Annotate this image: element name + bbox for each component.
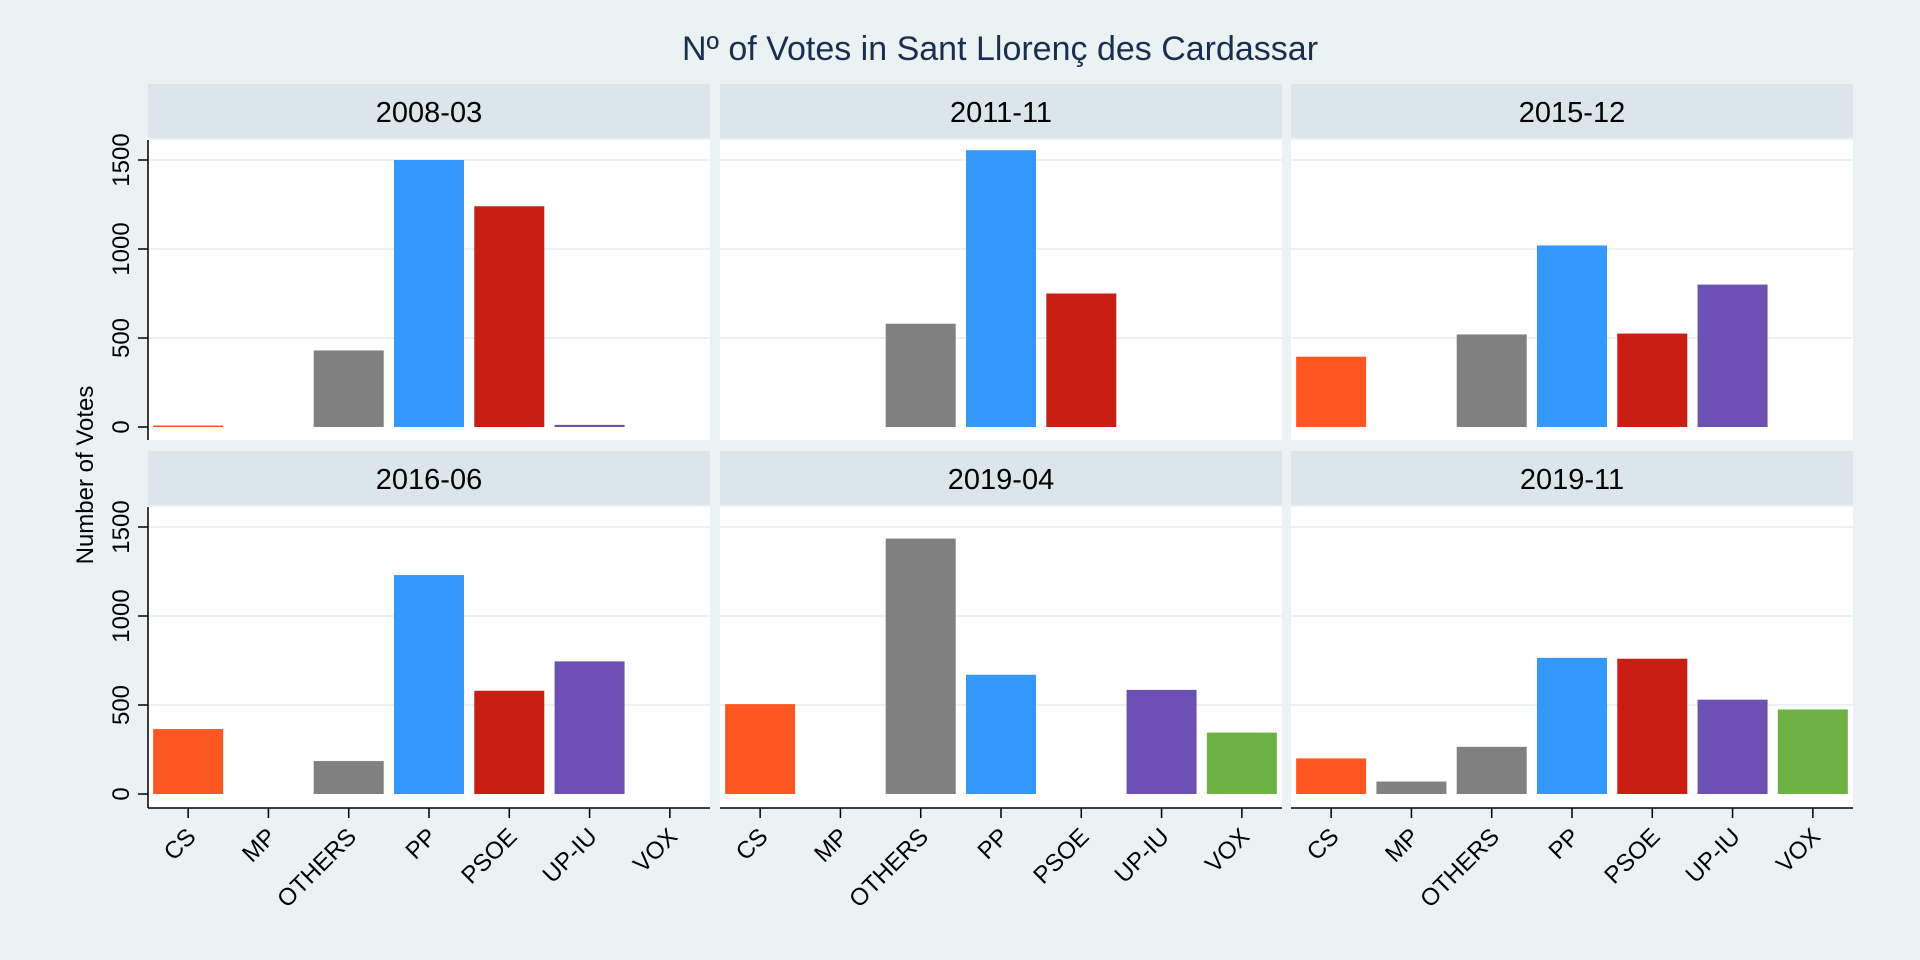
x-tick-label: PP bbox=[973, 823, 1015, 865]
bar-pp bbox=[1537, 657, 1607, 794]
y-tick-label: 500 bbox=[108, 685, 135, 725]
y-tick-label: 1500 bbox=[108, 133, 135, 186]
y-tick-label: 1000 bbox=[108, 589, 135, 642]
panel-2011-11: 2011-11 bbox=[720, 84, 1282, 440]
bar-psoe bbox=[1617, 658, 1688, 794]
y-tick-label: 500 bbox=[108, 318, 135, 358]
panel-strip bbox=[148, 84, 710, 138]
panel-2008-03: 2008-03 0 500 1000 1500 bbox=[108, 84, 710, 440]
bar-pp bbox=[966, 150, 1036, 427]
panel-2015-12: 2015-12 bbox=[1291, 84, 1853, 440]
x-tick-label: PSOE bbox=[456, 823, 522, 889]
x-tick-label: UP-IU bbox=[1110, 823, 1175, 888]
panel-strip bbox=[720, 451, 1282, 505]
x-tick-label: OTHERS bbox=[272, 823, 362, 913]
y-tick-label: 1500 bbox=[108, 500, 135, 553]
panel-strip bbox=[720, 84, 1282, 138]
x-tick-label: MP bbox=[237, 823, 282, 868]
panel-title: 2008-03 bbox=[376, 97, 482, 129]
bar-pp bbox=[966, 674, 1036, 794]
x-tick-label: OTHERS bbox=[1415, 823, 1505, 913]
x-tick-label: CS bbox=[1302, 823, 1345, 866]
bar-cs bbox=[1296, 758, 1367, 794]
panel-title: 2015-12 bbox=[1519, 97, 1625, 129]
panel-strip bbox=[1291, 451, 1853, 505]
bar-psoe bbox=[1046, 293, 1117, 427]
x-tick-label: CS bbox=[159, 823, 202, 866]
panel-title: 2019-11 bbox=[1520, 464, 1624, 496]
bar-others bbox=[313, 761, 384, 794]
bar-psoe bbox=[474, 206, 545, 427]
x-tick-label: OTHERS bbox=[844, 823, 934, 913]
bar-cs bbox=[153, 729, 224, 794]
bar-others bbox=[313, 350, 384, 427]
bar-others bbox=[885, 538, 956, 794]
bar-up-iu bbox=[554, 424, 625, 427]
bar-pp bbox=[394, 575, 464, 794]
panel-strip bbox=[1291, 84, 1853, 138]
x-tick-label: MP bbox=[809, 823, 854, 868]
x-tick-label: PSOE bbox=[1028, 823, 1094, 889]
bar-cs bbox=[725, 704, 796, 794]
bar-psoe bbox=[474, 690, 545, 794]
x-tick-label: PSOE bbox=[1599, 823, 1665, 889]
bar-mp bbox=[1376, 781, 1447, 794]
panel-strip bbox=[148, 451, 710, 505]
bar-vox bbox=[1777, 709, 1848, 794]
bar-others bbox=[1456, 334, 1527, 427]
x-tick-label: VOX bbox=[1771, 823, 1826, 878]
bar-up-iu bbox=[554, 661, 625, 794]
bar-cs bbox=[153, 425, 224, 427]
x-tick-label: VOX bbox=[628, 823, 683, 878]
bar-up-iu bbox=[1697, 284, 1768, 427]
x-tick-label: MP bbox=[1380, 823, 1425, 868]
bar-pp bbox=[394, 160, 464, 427]
bar-others bbox=[1456, 746, 1527, 794]
x-tick-label: PP bbox=[1544, 823, 1586, 865]
bar-up-iu bbox=[1126, 689, 1197, 794]
facet-panels: 2008-03 0 500 1000 1500 2011-11 2015-12 2016-06… bbox=[108, 84, 1853, 913]
chart-title: Nº of Votes in Sant Llorenç des Cardassa… bbox=[682, 30, 1318, 68]
bar-others bbox=[885, 323, 956, 427]
y-tick-label: 0 bbox=[108, 787, 135, 800]
y-tick-label: 1000 bbox=[108, 222, 135, 275]
bar-pp bbox=[1537, 245, 1607, 427]
bar-cs bbox=[1296, 356, 1367, 427]
panel-title: 2016-06 bbox=[376, 464, 482, 496]
x-tick-label: CS bbox=[731, 823, 774, 866]
bar-up-iu bbox=[1697, 699, 1768, 794]
x-tick-label: VOX bbox=[1200, 823, 1255, 878]
y-axis-label: Number of Votes bbox=[72, 386, 99, 565]
bar-psoe bbox=[1617, 333, 1688, 427]
panel-title: 2019-04 bbox=[948, 464, 1054, 496]
x-tick-label: UP-IU bbox=[1681, 823, 1746, 888]
y-tick-label: 0 bbox=[108, 420, 135, 433]
panel-title: 2011-11 bbox=[950, 97, 1052, 129]
x-tick-label: PP bbox=[401, 823, 443, 865]
x-tick-label: UP-IU bbox=[538, 823, 603, 888]
bar-vox bbox=[1206, 732, 1277, 794]
